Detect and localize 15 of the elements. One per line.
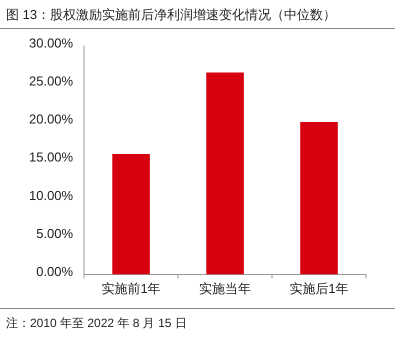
text: 注：2010 年至 2022 年 8 月 15 日 — [6, 315, 188, 332]
y-tick-label: 25.00% — [28, 73, 74, 88]
x-tick-label: 实施后1年 — [289, 280, 349, 296]
y-tick-label: 15.00% — [28, 150, 74, 165]
y-tick-label: 20.00% — [28, 112, 74, 127]
x-tick-label: 实施前1年 — [101, 280, 161, 296]
bar — [112, 154, 150, 274]
y-tick-label: 5.00% — [36, 226, 74, 241]
y-tick-label: 0.00% — [36, 264, 74, 279]
x-tick-label: 实施当年 — [199, 280, 252, 296]
y-tick-label: 10.00% — [28, 188, 74, 203]
chart-title: 图 13：股权激励实施前后净利润增速变化情况（中位数） — [0, 0, 395, 29]
bar — [300, 122, 338, 274]
bar — [206, 72, 244, 274]
y-tick-label: 30.00% — [28, 35, 74, 50]
